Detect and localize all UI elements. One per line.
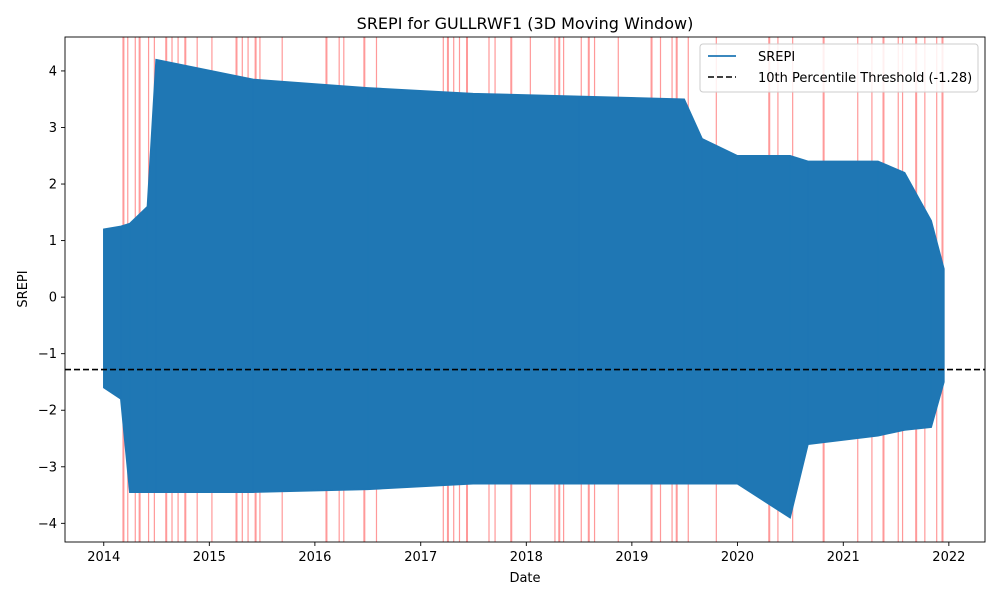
x-axis-label: Date — [509, 571, 540, 586]
y-tick-label: 3 — [49, 121, 57, 136]
y-tick-label: −1 — [38, 347, 57, 362]
chart-title: SREPI for GULLRWF1 (3D Moving Window) — [357, 14, 694, 33]
legend-box — [699, 43, 979, 93]
x-tick-label: 2018 — [510, 550, 543, 565]
y-axis-ticks: −4 −3 −2 −1 0 1 2 3 4 — [38, 64, 65, 532]
x-tick-label: 2020 — [721, 550, 754, 565]
y-tick-label: −2 — [38, 404, 57, 419]
y-tick-label: −3 — [38, 460, 57, 475]
x-tick-label: 2021 — [827, 550, 860, 565]
x-axis-ticks: 2014 2015 2016 2017 2018 2019 2020 2021 2022 — [87, 542, 965, 565]
x-tick-label: 2016 — [298, 550, 331, 565]
plot-frame — [64, 36, 986, 543]
legend: SREPI 10th Percentile Threshold (-1.28) — [699, 43, 979, 93]
series-layer — [103, 58, 945, 519]
x-tick-label: 2019 — [615, 550, 648, 565]
legend-threshold-label: 10th Percentile Threshold (-1.28) — [758, 71, 972, 86]
y-tick-label: −4 — [38, 517, 57, 532]
y-axis-label: SREPI — [16, 270, 31, 307]
y-tick-label: 2 — [49, 178, 57, 193]
legend-series-label: SREPI — [758, 50, 795, 65]
x-tick-label: 2014 — [87, 550, 120, 565]
x-tick-label: 2022 — [932, 550, 965, 565]
y-tick-label: 4 — [49, 64, 57, 79]
x-tick-label: 2017 — [404, 550, 437, 565]
y-tick-label: 1 — [49, 234, 57, 249]
x-tick-label: 2015 — [193, 550, 226, 565]
y-tick-label: 0 — [49, 291, 57, 306]
